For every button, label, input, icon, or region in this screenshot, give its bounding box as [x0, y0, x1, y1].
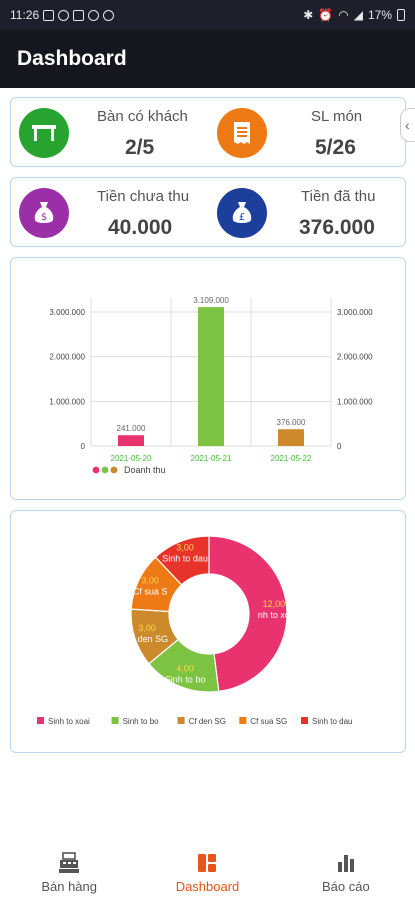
y-tick-label-left-1: 1.000.000: [49, 397, 85, 406]
svg-text:£: £: [239, 212, 245, 223]
nav-item-sales[interactable]: Bán hàng: [0, 840, 138, 900]
bluetooth-icon: ✱: [303, 8, 314, 22]
bar-chart-icon: [337, 855, 354, 872]
legend-label-3: Cf sua SG: [250, 717, 287, 726]
status-time: 11:26: [10, 8, 40, 22]
slice-name-label-1: Sinh to bo: [165, 674, 206, 684]
slice-value-label-3: 3,00: [141, 575, 159, 585]
gallery-notification-icon: [43, 9, 55, 21]
stat-unpaid[interactable]: $ Tiền chưa thu 40.000: [11, 178, 209, 248]
drawer-toggle[interactable]: ‹: [400, 108, 415, 142]
signal-icon: ◢: [353, 8, 363, 22]
nav-item-reports[interactable]: Báo cáo: [277, 840, 415, 900]
legend-label: Doanh thu: [124, 465, 166, 475]
slice-0: [208, 535, 288, 693]
bar-2: [278, 429, 304, 446]
legend-swatch-0: [37, 717, 44, 724]
legend-label-0: Sinh to xoai: [48, 717, 90, 726]
slice-name-label-0: nh to xo: [258, 610, 290, 620]
slice-value-label-0: 12,00: [263, 599, 286, 609]
stat-tables-value: 2/5: [125, 136, 155, 159]
stats-card-revenue: $ Tiền chưa thu 40.000 £ Tiền đã thu 376…: [10, 177, 406, 247]
bar-1: [198, 307, 224, 446]
y-tick-label-right-3: 3.000.000: [337, 308, 373, 317]
slice-4: [154, 535, 210, 586]
money-bag-dollar-icon: $: [19, 188, 69, 238]
money-bag-pound-icon: £: [217, 188, 267, 238]
stat-dishes[interactable]: SL món 5/26: [209, 98, 407, 168]
page-title: Dashboard: [17, 47, 127, 70]
slice-name-label-2: Cf den SG: [126, 634, 168, 644]
legend-swatch-0: [92, 466, 100, 474]
stat-paid-value: 376.000: [299, 216, 375, 239]
status-bar: 11:26 ✱ ⏰ ◠ ◢ 17%: [0, 0, 415, 30]
slice-value-label-1: 4,00: [176, 663, 194, 673]
bottom-navigation: Bán hàng Dashboard Báo cáo: [0, 840, 415, 900]
chevron-left-icon: ‹: [405, 117, 410, 133]
bar-value-label-2: 376.000: [277, 418, 306, 427]
alarm-icon: ⏰: [318, 8, 334, 22]
legend-swatch-3: [239, 717, 247, 724]
slice-name-label-3: Cf sua S: [133, 586, 168, 596]
slice-name-label-4: Sinh to dau: [162, 554, 208, 564]
bar-value-label-0: 241.000: [117, 424, 146, 433]
y-tick-label-left-3: 3.000.000: [49, 308, 85, 317]
legend-swatch-1: [101, 466, 109, 474]
stat-dishes-value: 5/26: [315, 136, 356, 159]
y-tick-label-left-2: 2.000.000: [49, 353, 85, 362]
stat-paid-label: Tiền đã thu: [301, 188, 376, 205]
stats-card-orders: Bàn có khách 2/5 SL món 5/26: [10, 97, 406, 167]
y-tick-label-right-1: 1.000.000: [337, 397, 373, 406]
facebook-notification-icon-3: [103, 9, 115, 21]
legend-label-4: Sinh to dau: [312, 717, 352, 726]
stat-tables[interactable]: Bàn có khách 2/5: [11, 98, 209, 168]
stat-unpaid-label: Tiền chưa thu: [97, 188, 190, 205]
table-icon: [19, 108, 69, 158]
battery-icon: [397, 9, 405, 21]
stat-tables-label: Bàn có khách: [97, 108, 188, 125]
product-pie-chart-card: 12,00 nh to xo 4,00 Sinh to bo 3,00 Cf den SG…: [10, 510, 406, 753]
facebook-notification-icon: [58, 9, 70, 21]
legend-label-1: Sinh to bo: [123, 717, 160, 726]
nav-label-dashboard: Dashboard: [175, 879, 240, 894]
stat-paid[interactable]: £ Tiền đã thu 376.000: [209, 178, 407, 248]
stat-unpaid-value: 40.000: [108, 216, 173, 239]
x-tick-label-2: 2021-05-22: [271, 454, 312, 463]
slice-value-label-4: 3,00: [176, 543, 194, 553]
revenue-bar-chart: 0 0 1.000.000 1.000.000 2.000.000 2.000.000 3.…: [49, 296, 373, 475]
battery-level: 17%: [367, 8, 392, 22]
stat-dishes-label: SL món: [311, 108, 363, 125]
hd-notification-icon: [73, 9, 85, 21]
x-tick-label-0: 2021-05-20: [111, 454, 152, 463]
revenue-chart-card: 0 0 1.000.000 1.000.000 2.000.000 2.000.000 3.…: [10, 257, 406, 500]
app-bar: Dashboard: [0, 30, 415, 88]
x-tick-label-1: 2021-05-21: [191, 454, 232, 463]
slice-value-label-2: 3,00: [138, 623, 156, 633]
wifi-icon: ◠: [338, 8, 349, 22]
legend-swatch-2: [110, 466, 118, 474]
y-tick-label-left-0: 0: [81, 442, 86, 451]
receipt-icon: [217, 108, 267, 158]
nav-label-reports: Báo cáo: [321, 879, 370, 894]
svg-text:$: $: [41, 212, 47, 223]
y-tick-label-right-2: 2.000.000: [337, 353, 373, 362]
bar-value-label-1: 3.109.000: [193, 296, 229, 305]
legend-swatch-1: [111, 717, 119, 724]
nav-label-sales: Bán hàng: [41, 879, 97, 894]
facebook-notification-icon-2: [88, 9, 100, 21]
cash-register-icon: [59, 852, 80, 873]
nav-item-dashboard[interactable]: Dashboard: [138, 840, 276, 900]
y-tick-label-right-0: 0: [337, 442, 342, 451]
legend-label-2: Cf den SG: [189, 717, 226, 726]
bar-0: [118, 435, 144, 446]
dashboard-icon: [198, 854, 217, 872]
legend-swatch-2: [177, 717, 185, 724]
legend-swatch-4: [301, 717, 308, 724]
